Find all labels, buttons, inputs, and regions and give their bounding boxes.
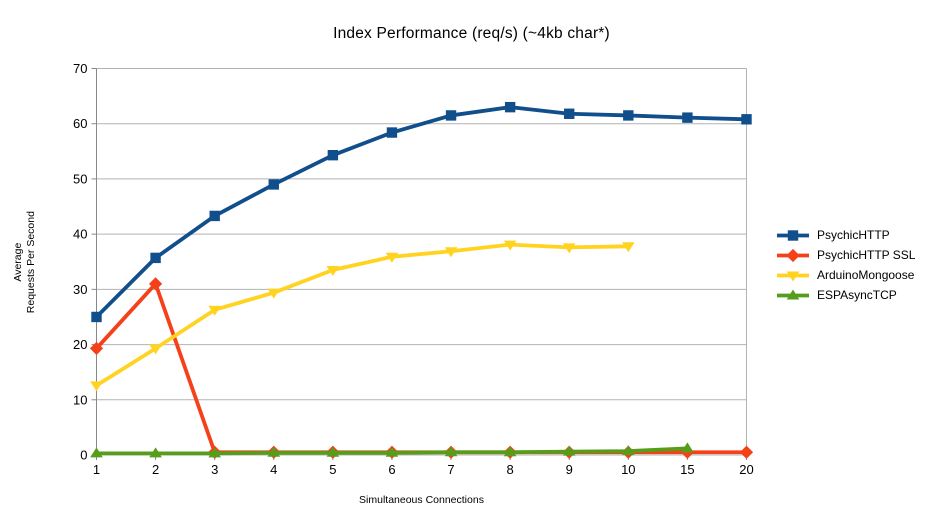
y-axis-title: Average Requests Per Second	[12, 167, 38, 357]
data-point-psychichttp-ssl-1	[89, 341, 104, 356]
data-point-arduinomongoose-9	[562, 243, 576, 254]
y-tick-label: 0	[80, 448, 87, 463]
y-tick-label: 70	[73, 61, 87, 76]
data-point-psychichttp-10	[623, 110, 634, 121]
data-point-espasynctcp-4	[267, 446, 281, 457]
data-point-arduinomongoose-10	[622, 242, 635, 253]
y-tick-label: 40	[73, 227, 87, 242]
y-tick-label: 10	[73, 392, 87, 407]
data-point-psychichttp-6	[386, 127, 398, 138]
legend-label-arduinomongoose: ArduinoMongoose	[817, 268, 915, 282]
y-tick-label: 30	[73, 282, 87, 297]
data-point-arduinomongoose-8	[503, 240, 517, 251]
x-tick-label: 7	[447, 462, 454, 477]
legend-label-psychichttp-ssl: PsychicHTTP SSL	[817, 248, 916, 262]
legend-item-espasynctcp: ESPAsyncTCP	[776, 285, 915, 305]
x-tick-label: 8	[507, 462, 514, 477]
data-point-arduinomongoose-1	[90, 381, 103, 392]
data-point-psychichttp-8	[504, 101, 516, 113]
data-point-espasynctcp-1	[90, 447, 103, 458]
legend-item-psychichttp: PsychicHTTP	[776, 225, 915, 245]
data-point-espasynctcp-5	[326, 446, 340, 457]
data-point-espasynctcp-9	[562, 445, 576, 456]
data-point-arduinomongoose-3	[208, 305, 221, 316]
series-line-arduinomongoose	[94, 242, 631, 388]
x-tick-label: 3	[211, 462, 218, 477]
data-point-arduinomongoose-5	[326, 266, 340, 277]
data-point-psychichttp-ssl-2	[148, 277, 163, 291]
x-tick-label: 2	[152, 462, 159, 477]
data-point-psychichttp-7	[445, 110, 457, 121]
legend: PsychicHTTP PsychicHTTP SSL ArduinoMongoos…	[776, 225, 915, 305]
data-point-arduinomongoose-2	[149, 344, 162, 355]
y-axis-title-line1: Average	[11, 242, 24, 282]
x-tick-label: 6	[388, 462, 395, 477]
data-point-arduinomongoose-4	[267, 288, 281, 299]
legend-marker-triangle-up-icon	[786, 289, 800, 299]
data-point-psychichttp-20	[741, 114, 752, 125]
data-point-psychichttp-ssl-20	[739, 445, 754, 459]
data-point-espasynctcp-3	[208, 447, 221, 458]
legend-swatch-triangle-up-icon	[777, 289, 809, 299]
y-axis-title-line2: Requests Per Second	[25, 211, 37, 314]
y-tick-label: 50	[73, 171, 87, 186]
legend-label-psychichttp: PsychicHTTP	[817, 228, 890, 242]
legend-marker-diamond-icon	[786, 248, 800, 262]
x-tick-label: 15	[680, 462, 694, 477]
data-point-psychichttp-3	[209, 210, 220, 222]
x-axis-title: Simultaneous Connections	[359, 494, 484, 506]
series-line-psychichttp	[94, 105, 749, 319]
data-point-espasynctcp-10	[622, 445, 635, 456]
legend-item-arduinomongoose: ArduinoMongoose	[776, 265, 915, 285]
legend-swatch-triangle-down-icon	[777, 271, 809, 281]
legend-swatch-square-icon	[777, 229, 809, 241]
data-point-psychichttp-4	[268, 179, 279, 190]
y-tick-label: 20	[73, 337, 87, 352]
legend-item-psychichttp-ssl: PsychicHTTP SSL	[776, 245, 915, 265]
x-tick-label: 20	[739, 462, 753, 477]
legend-label-espasynctcp: ESPAsyncTCP	[817, 288, 897, 302]
data-point-espasynctcp-6	[385, 446, 399, 457]
x-tick-label: 5	[329, 462, 336, 477]
x-tick-label: 1	[93, 462, 100, 477]
data-point-espasynctcp-15	[681, 442, 694, 453]
chart-title: Index Performance (req/s) (~4kb char*)	[333, 25, 610, 42]
data-point-psychichttp-5	[327, 149, 339, 161]
y-tick-label: 60	[73, 116, 87, 131]
series-line-psychichttp-ssl	[94, 281, 749, 455]
data-point-psychichttp-9	[564, 108, 575, 119]
legend-marker-triangle-down-icon	[786, 271, 800, 281]
data-point-espasynctcp-8	[503, 446, 517, 457]
x-tick-label: 10	[621, 462, 635, 477]
data-point-arduinomongoose-7	[444, 247, 458, 258]
data-point-psychichttp-1	[91, 311, 102, 323]
data-point-psychichttp-15	[682, 112, 693, 123]
data-point-espasynctcp-2	[149, 447, 162, 458]
legend-swatch-diamond-icon	[777, 248, 809, 262]
data-point-arduinomongoose-6	[385, 252, 399, 263]
x-tick-label: 9	[566, 462, 573, 477]
data-point-psychichttp-2	[150, 252, 161, 264]
legend-marker-square-icon	[787, 229, 799, 241]
data-point-espasynctcp-7	[444, 446, 458, 457]
x-tick-label: 4	[270, 462, 277, 477]
